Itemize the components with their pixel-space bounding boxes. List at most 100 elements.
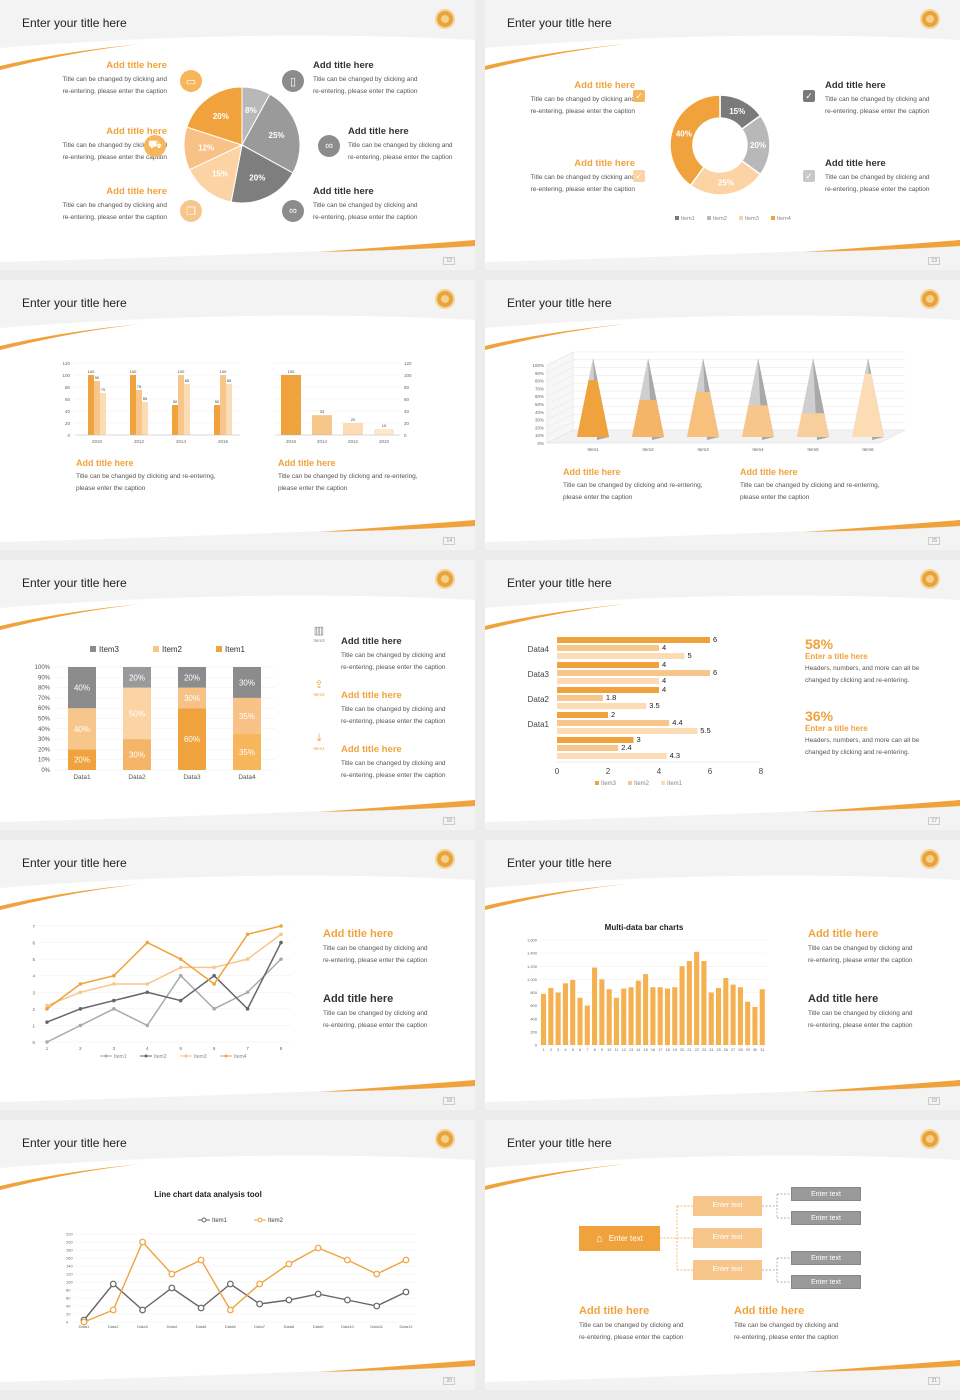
data-point[interactable] bbox=[78, 1023, 83, 1028]
data-point[interactable] bbox=[168, 1270, 176, 1278]
data-point[interactable] bbox=[279, 924, 283, 928]
bar[interactable] bbox=[635, 980, 641, 1045]
data-point[interactable] bbox=[226, 1306, 234, 1314]
slide-2[interactable]: Enter your title here 13 Add title here Tit… bbox=[485, 0, 960, 270]
caption-block[interactable]: Add title here Title can be changed by cl… bbox=[278, 458, 468, 495]
data-point[interactable] bbox=[109, 1280, 117, 1288]
data-point[interactable] bbox=[402, 1288, 410, 1296]
bar[interactable] bbox=[723, 978, 729, 1045]
stacked-segment[interactable] bbox=[233, 733, 261, 770]
data-point[interactable] bbox=[145, 1023, 150, 1028]
stacked-segment[interactable] bbox=[123, 687, 151, 740]
data-point[interactable] bbox=[109, 1306, 117, 1314]
bar[interactable] bbox=[557, 695, 603, 701]
slide-4[interactable]: Enter your title here 15 0% 10% 20% 30% 40% 50%… bbox=[485, 280, 960, 550]
data-point[interactable] bbox=[139, 1238, 146, 1246]
stacked-segment[interactable] bbox=[178, 708, 206, 770]
bar[interactable] bbox=[679, 966, 685, 1045]
caption-block[interactable]: Add title here Title can be changed by cl… bbox=[825, 80, 950, 118]
caption-block[interactable]: Add title here Title can be changed by cl… bbox=[563, 467, 733, 504]
caption-block[interactable]: Add title here Title can be changed by cl… bbox=[313, 60, 458, 98]
slide-6[interactable]: Enter your title here 17 0 2 4 6 8 Data4 6 4 5 Data… bbox=[485, 560, 960, 830]
bar[interactable] bbox=[759, 989, 765, 1045]
caption-block[interactable]: Add title here Title can be changed by cl… bbox=[313, 186, 458, 224]
data-point[interactable] bbox=[45, 1020, 49, 1024]
caption-block[interactable]: Add title here Title can be changed by cl… bbox=[76, 458, 266, 495]
data-point[interactable] bbox=[45, 1003, 49, 1008]
data-point[interactable] bbox=[314, 1244, 322, 1252]
data-point[interactable] bbox=[80, 1318, 88, 1326]
series-line[interactable] bbox=[46, 933, 282, 1007]
bar[interactable] bbox=[557, 687, 659, 693]
bar[interactable] bbox=[606, 989, 612, 1045]
donut-slice[interactable] bbox=[669, 94, 721, 187]
bar[interactable] bbox=[555, 992, 561, 1046]
pie-slice[interactable] bbox=[188, 144, 243, 203]
bar[interactable] bbox=[557, 662, 659, 668]
bar[interactable] bbox=[557, 678, 659, 684]
bar[interactable] bbox=[701, 961, 707, 1045]
caption-block[interactable]: Add title here Title can be changed by cl… bbox=[579, 1305, 729, 1344]
bar[interactable] bbox=[599, 979, 605, 1045]
caption-block[interactable]: Add title here Title can be changed by cl… bbox=[20, 60, 167, 98]
bar[interactable] bbox=[557, 670, 710, 676]
caption-block[interactable]: Add title here Title can be changed by cl… bbox=[808, 993, 958, 1032]
slide-10[interactable]: Enter your title here 21 ⌂ Enter text Enter … bbox=[485, 1120, 960, 1390]
data-point[interactable] bbox=[285, 1260, 293, 1268]
pie-slice[interactable] bbox=[186, 86, 243, 146]
bar[interactable] bbox=[664, 988, 671, 1045]
data-point[interactable] bbox=[168, 1284, 176, 1292]
leaf-node[interactable]: Enter text bbox=[791, 1187, 861, 1201]
bar[interactable] bbox=[88, 375, 94, 435]
bar[interactable] bbox=[312, 415, 332, 435]
data-point[interactable] bbox=[245, 932, 250, 937]
mid-node[interactable]: Enter text bbox=[693, 1260, 762, 1280]
bar[interactable] bbox=[592, 967, 598, 1045]
bar[interactable] bbox=[752, 1006, 758, 1045]
data-point[interactable] bbox=[279, 932, 283, 937]
data-point[interactable] bbox=[145, 982, 150, 986]
data-point[interactable] bbox=[344, 1296, 351, 1304]
bar[interactable] bbox=[730, 984, 736, 1045]
data-point[interactable] bbox=[344, 1256, 351, 1264]
cone-fill[interactable] bbox=[577, 380, 609, 437]
leaf-node[interactable]: Enter text bbox=[791, 1251, 861, 1265]
data-point[interactable] bbox=[245, 990, 250, 995]
data-point[interactable] bbox=[279, 957, 283, 961]
data-point[interactable] bbox=[197, 1256, 205, 1264]
bar[interactable] bbox=[628, 987, 634, 1045]
bar[interactable] bbox=[226, 384, 232, 435]
bar[interactable] bbox=[172, 405, 178, 435]
caption-block[interactable]: Add title here Title can be changed by cl… bbox=[740, 467, 910, 504]
cone-fill[interactable] bbox=[797, 413, 829, 437]
bar[interactable] bbox=[214, 405, 220, 435]
cone-fill[interactable] bbox=[632, 399, 664, 437]
data-point[interactable] bbox=[178, 998, 183, 1003]
bar[interactable] bbox=[548, 987, 554, 1045]
bar[interactable] bbox=[557, 745, 619, 751]
data-point[interactable] bbox=[178, 965, 183, 970]
bar[interactable] bbox=[577, 997, 583, 1045]
stacked-segment[interactable] bbox=[123, 667, 151, 688]
bar[interactable] bbox=[708, 992, 714, 1046]
bar[interactable] bbox=[557, 737, 634, 743]
bar[interactable] bbox=[737, 987, 743, 1045]
data-point[interactable] bbox=[279, 940, 283, 945]
data-point[interactable] bbox=[45, 1007, 49, 1011]
caption-block[interactable]: Add title here Title can be changed by cl… bbox=[505, 80, 635, 118]
stat-block[interactable]: 58% Enter a title here Headers, numbers, a… bbox=[805, 636, 945, 687]
bar[interactable] bbox=[220, 375, 226, 435]
bar[interactable] bbox=[184, 384, 190, 435]
data-point[interactable] bbox=[226, 1280, 234, 1288]
bar[interactable] bbox=[178, 375, 184, 435]
data-point[interactable] bbox=[314, 1290, 322, 1298]
pie-slice[interactable] bbox=[241, 93, 301, 174]
bar[interactable] bbox=[657, 987, 663, 1045]
data-point[interactable] bbox=[256, 1300, 264, 1308]
bar[interactable] bbox=[100, 393, 106, 435]
data-point[interactable] bbox=[402, 1256, 410, 1264]
data-point[interactable] bbox=[45, 1040, 49, 1044]
bar[interactable] bbox=[686, 961, 692, 1045]
caption-block[interactable]: Add title here Title can be changed by cl… bbox=[323, 993, 473, 1032]
bar[interactable] bbox=[557, 645, 659, 651]
